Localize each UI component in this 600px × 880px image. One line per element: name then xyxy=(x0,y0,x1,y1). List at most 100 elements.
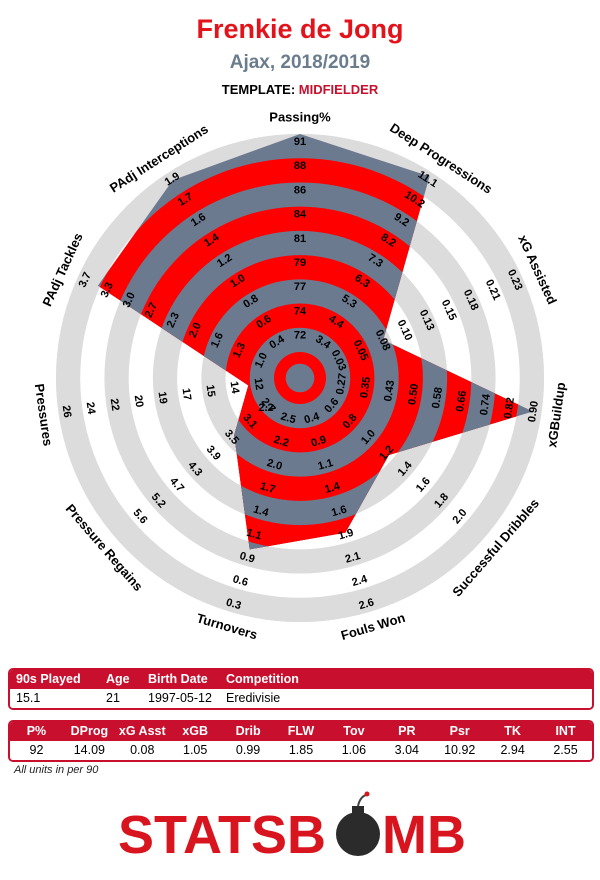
stats-header-drib: Drib xyxy=(235,724,261,738)
info-table-row: 15.1 21 1997-05-12 Eredivisie xyxy=(10,689,592,708)
info-value-birth-date: 1997-05-12 xyxy=(148,691,212,705)
logo-text-left: STATSB xyxy=(118,805,326,865)
tick-label: 2.4 xyxy=(351,573,370,589)
stats-value-pr: 3.04 xyxy=(394,743,419,757)
tick-label: 1.0 xyxy=(253,351,270,370)
stats-header-pr: PR xyxy=(398,724,416,738)
tick-label: 19 xyxy=(156,391,170,405)
tick-label: 24 xyxy=(84,401,98,416)
info-header-age: Age xyxy=(106,672,130,686)
template-prefix: TEMPLATE: xyxy=(221,82,299,97)
info-table: 90s Played Age Birth Date Competition 15… xyxy=(8,668,594,710)
stats-header-int: INT xyxy=(555,724,576,738)
tick-label: 1.4 xyxy=(323,480,342,496)
tick-label: 1.6 xyxy=(330,503,348,519)
tick-label: 88 xyxy=(294,160,306,172)
tick-label: 2.0 xyxy=(187,321,204,340)
stats-value-dprog: 14.09 xyxy=(73,743,105,757)
tick-label: 0.35 xyxy=(358,376,373,399)
stats-header-p-: P% xyxy=(26,724,47,738)
tick-label: 79 xyxy=(294,257,306,269)
tick-label: 2.7 xyxy=(143,301,160,320)
tick-label: 1.1 xyxy=(316,457,334,473)
info-header-competition: Competition xyxy=(226,672,299,686)
tick-label: 0.66 xyxy=(454,390,469,413)
club-season: Ajax, 2018/2019 xyxy=(229,52,371,73)
stats-table: P% DProg xG Asst xGB Drib FLW Tov PR Psr TK INT 92… xyxy=(8,720,594,762)
info-value-age: 21 xyxy=(106,691,120,705)
tick-label: 1.9 xyxy=(337,527,355,543)
tick-label: 0.90 xyxy=(526,400,541,423)
stats-value-psr: 10.92 xyxy=(444,743,476,757)
tick-label: 3.7 xyxy=(77,270,94,289)
stats-header-psr: Psr xyxy=(449,724,470,738)
template-label: TEMPLATE: MIDFIELDER xyxy=(0,82,600,97)
tick-label: 0.58 xyxy=(430,386,445,409)
tick-label: 2.6 xyxy=(357,596,375,612)
metric-label: Passing% xyxy=(269,109,331,124)
tick-label: 0.27 xyxy=(334,373,349,396)
tick-label: 1.3 xyxy=(231,341,248,360)
tick-label: 2.1 xyxy=(344,550,362,566)
tick-label: 77 xyxy=(294,281,306,293)
player-name: Frenkie de Jong xyxy=(196,14,404,44)
tick-label: 2.2 xyxy=(272,434,290,450)
stats-value-flw: 1.85 xyxy=(288,743,314,757)
tick-label: 1.6 xyxy=(209,331,226,350)
stats-value-tk: 2.94 xyxy=(500,743,525,757)
tick-label: 1.4 xyxy=(252,503,271,519)
tick-label: 0.43 xyxy=(382,379,397,402)
tick-label: 0.74 xyxy=(478,392,493,416)
tick-label: 2.3 xyxy=(165,311,182,330)
tick-label: 0.4 xyxy=(303,410,322,426)
tick-label: 0.9 xyxy=(310,434,328,450)
units-footnote: All units in per 90 xyxy=(14,764,99,776)
metric-label: xGBuildup xyxy=(544,381,568,448)
stats-value-drib: 0.99 xyxy=(235,743,261,757)
radar-center-inner xyxy=(285,363,315,393)
tick-label: 0.6 xyxy=(231,573,249,589)
tick-label: 81 xyxy=(294,233,306,245)
stats-value-p-: 92 xyxy=(29,743,44,757)
info-value-90s: 15.1 xyxy=(16,691,41,705)
metric-label: Pressures xyxy=(32,383,56,447)
stats-header-dprog: DProg xyxy=(70,724,109,738)
radar-chart: 727477798184868891Passing%3.44.45.36.37.… xyxy=(32,109,569,643)
tick-label: 91 xyxy=(294,136,306,148)
stats-value-xgb: 1.05 xyxy=(183,743,208,757)
tick-label: 0.3 xyxy=(225,596,243,612)
tick-label: 12 xyxy=(251,377,265,391)
tick-label: 15 xyxy=(204,384,218,398)
info-table-header: 90s Played Age Birth Date Competition xyxy=(10,670,592,689)
tick-label: 84 xyxy=(294,209,307,221)
tick-label: 0.82 xyxy=(502,397,517,420)
stats-header-xgb: xGB xyxy=(182,724,209,738)
info-value-competition: Eredivisie xyxy=(226,691,281,705)
tick-label: 74 xyxy=(294,305,307,317)
tick-label: 1.1 xyxy=(245,527,263,543)
info-header-90s: 90s Played xyxy=(16,672,81,686)
stats-table-header: P% DProg xG Asst xGB Drib FLW Tov PR Psr TK INT xyxy=(10,722,592,741)
bomb-icon xyxy=(336,791,380,856)
tick-label: 26 xyxy=(60,405,74,419)
stats-value-tov: 1.06 xyxy=(341,743,367,757)
tick-label: 2.0 xyxy=(265,457,283,473)
tick-label: 17 xyxy=(180,387,194,401)
tick-label: 2.2 xyxy=(258,402,273,414)
tick-label: 20 xyxy=(132,394,146,408)
tick-label: 3.0 xyxy=(121,291,138,310)
tick-label: 72 xyxy=(294,330,306,342)
stats-table-row: 92 14.09 0.08 1.05 0.99 1.85 1.06 3.04 10.92 2.94… xyxy=(10,741,592,760)
tick-label: 22 xyxy=(108,398,122,412)
tick-label: 1.7 xyxy=(259,480,277,496)
stats-header-tk: TK xyxy=(504,724,521,738)
stats-value-int: 2.55 xyxy=(553,743,578,757)
stats-header-tov: Tov xyxy=(343,724,365,738)
template-value: MIDFIELDER xyxy=(298,82,379,97)
tick-label: 0.50 xyxy=(406,383,421,406)
logo-text-right: MB xyxy=(382,805,466,865)
tick-label: 86 xyxy=(294,184,306,196)
stats-value-xg-asst: 0.08 xyxy=(130,743,155,757)
tick-label: 2.5 xyxy=(279,411,297,427)
tick-label: 0.9 xyxy=(238,550,256,566)
